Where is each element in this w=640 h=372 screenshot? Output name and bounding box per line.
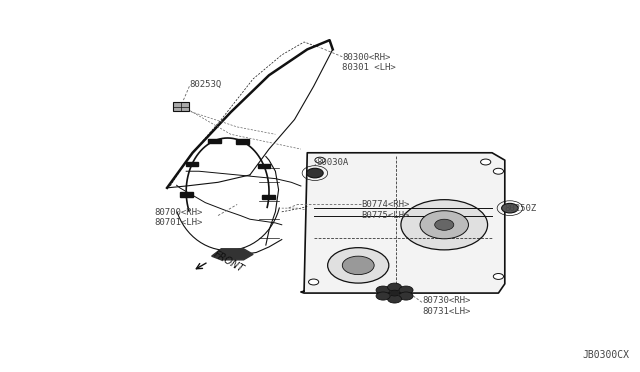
Circle shape — [376, 286, 390, 294]
Bar — [262, 195, 275, 199]
Circle shape — [315, 157, 325, 163]
Circle shape — [376, 292, 390, 300]
Circle shape — [481, 159, 491, 165]
Text: FRONT: FRONT — [212, 249, 246, 274]
Text: 80250Z: 80250Z — [505, 203, 537, 213]
Circle shape — [307, 168, 323, 178]
Circle shape — [388, 283, 401, 291]
Bar — [186, 162, 198, 166]
Circle shape — [328, 248, 389, 283]
Circle shape — [342, 256, 374, 275]
Text: JB0300CX: JB0300CX — [582, 350, 629, 359]
Circle shape — [401, 200, 488, 250]
Circle shape — [493, 273, 504, 279]
FancyBboxPatch shape — [173, 102, 189, 111]
Polygon shape — [212, 249, 253, 260]
Bar — [236, 140, 249, 144]
Bar — [180, 192, 193, 197]
Circle shape — [435, 219, 454, 230]
Bar — [208, 139, 221, 143]
Circle shape — [399, 292, 413, 300]
Bar — [257, 164, 270, 168]
Text: 80253Q: 80253Q — [189, 80, 221, 89]
Circle shape — [493, 168, 504, 174]
Text: 80700<RH>
80701<LH>: 80700<RH> 80701<LH> — [154, 208, 203, 227]
Text: 80030A: 80030A — [317, 157, 349, 167]
Text: B0774<RH>
B0775<LH>: B0774<RH> B0775<LH> — [362, 200, 410, 220]
Circle shape — [388, 295, 401, 303]
Text: 80730<RH>
80731<LH>: 80730<RH> 80731<LH> — [422, 296, 470, 316]
Polygon shape — [301, 153, 505, 293]
Circle shape — [420, 211, 468, 239]
Circle shape — [308, 279, 319, 285]
Circle shape — [502, 203, 518, 213]
Circle shape — [399, 286, 413, 294]
Text: 80300<RH>
80301 <LH>: 80300<RH> 80301 <LH> — [342, 52, 396, 72]
Circle shape — [390, 290, 399, 296]
